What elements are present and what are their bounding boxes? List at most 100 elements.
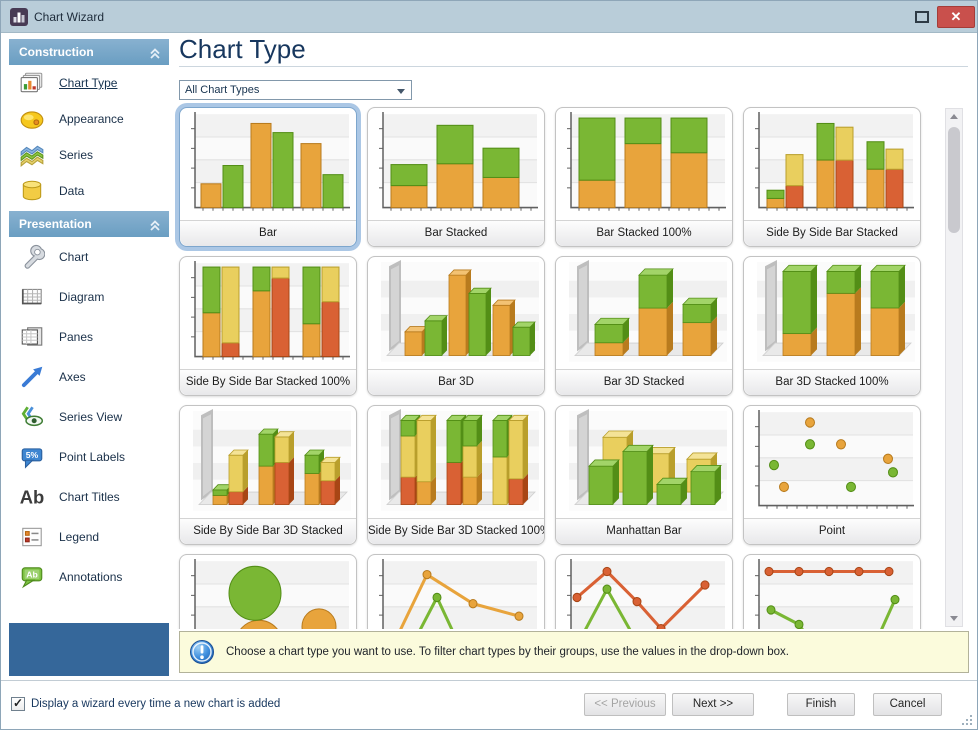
sidebar-item-axes[interactable]: Axes <box>9 357 169 397</box>
chart-type-tile-bar-stacked[interactable]: Bar Stacked <box>367 107 545 247</box>
display-wizard-checkbox-label: Display a wizard every time a new chart … <box>31 698 281 710</box>
panes-icon <box>19 324 45 350</box>
sidebar-item-label: Series <box>59 148 94 162</box>
vertical-scrollbar[interactable] <box>945 108 963 627</box>
diagram-grid-icon <box>19 284 45 310</box>
chart-type-tile-bar-3d-stacked[interactable]: Bar 3D Stacked <box>555 256 733 396</box>
chart-type-tile-sbs-bar-3d-stacked[interactable]: Side By Side Bar 3D Stacked <box>179 405 357 545</box>
sidebar-item-annotations[interactable]: Ab Annotations <box>9 557 169 597</box>
sidebar-item-data[interactable]: Data <box>9 173 169 209</box>
tile-label: Side By Side Bar 3D Stacked 100% <box>368 518 544 544</box>
sidebar-item-label: Legend <box>59 530 100 544</box>
sidebar-item-legend[interactable]: Legend <box>9 517 169 557</box>
sidebar-item-chart-type[interactable]: Chart Type <box>9 65 169 101</box>
sidebar-item-series[interactable]: Series <box>9 137 169 173</box>
section-header-construction[interactable]: Construction <box>9 39 169 65</box>
sidebar-item-label: Series View <box>59 410 123 424</box>
info-bar: Choose a chart type you want to use. To … <box>179 631 969 673</box>
tile-label: Point <box>744 518 920 544</box>
svg-text:Ab: Ab <box>26 570 38 580</box>
sidebar-item-diagram[interactable]: Diagram <box>9 277 169 317</box>
bar-3d-preview-icon <box>371 260 541 368</box>
chart-titles-ab-icon: Ab <box>19 484 45 510</box>
scroll-down-icon[interactable] <box>946 610 962 626</box>
sidebar-item-series-view[interactable]: Series View <box>9 397 169 437</box>
chart-type-tile-sbs-bar-stacked[interactable]: Side By Side Bar Stacked <box>743 107 921 247</box>
point-labels-bubble-icon: 5% <box>19 444 45 470</box>
chart-type-tile-stacked-line[interactable] <box>555 554 733 629</box>
chart-type-tile-bar-3d-stacked-100[interactable]: Bar 3D Stacked 100% <box>743 256 921 396</box>
legend-icon <box>19 524 45 550</box>
chart-type-tile-bar-3d[interactable]: Bar 3D <box>367 256 545 396</box>
cancel-button[interactable]: Cancel <box>873 693 942 716</box>
axes-arrow-icon <box>19 364 45 390</box>
tile-label: Side By Side Bar 3D Stacked <box>180 518 356 544</box>
annotations-bubble-icon: Ab <box>19 564 45 590</box>
sbs-bar-3d-stacked-preview-icon <box>183 409 353 517</box>
heading-separator <box>179 66 968 67</box>
bar-3d-stacked-preview-icon <box>559 260 729 368</box>
sidebar-item-label: Axes <box>59 370 86 384</box>
tile-label: Bar 3D Stacked 100% <box>744 369 920 395</box>
next-button[interactable]: Next >> <box>672 693 754 716</box>
sidebar-item-label: Chart Type <box>59 76 118 90</box>
scroll-up-icon[interactable] <box>946 109 962 125</box>
manhattan-bar-preview-icon <box>559 409 729 517</box>
tile-label: Bar 3D <box>368 369 544 395</box>
sidebar-item-chart-titles[interactable]: Ab Chart Titles <box>9 477 169 517</box>
palette-icon <box>19 106 45 132</box>
info-text: Choose a chart type you want to use. To … <box>226 646 789 658</box>
sidebar-item-label: Chart <box>59 250 89 264</box>
chevron-up-double-icon[interactable] <box>147 216 163 232</box>
scrollbar-thumb[interactable] <box>948 127 960 233</box>
app-chart-icon <box>10 8 28 26</box>
chart-type-tile-sbs-bar-3d-stacked-100[interactable]: Side By Side Bar 3D Stacked 100% <box>367 405 545 545</box>
sidebar-item-chart[interactable]: Chart <box>9 237 169 277</box>
filter-selected-value: All Chart Types <box>185 84 260 96</box>
bar-stacked-preview-icon <box>371 111 541 219</box>
chart-type-tile-stacked-line-100[interactable] <box>743 554 921 629</box>
sidebar-item-label: Panes <box>59 330 94 344</box>
finish-button[interactable]: Finish <box>787 693 855 716</box>
chart-type-tile-line[interactable] <box>367 554 545 629</box>
chart-type-tile-manhattan-bar[interactable]: Manhattan Bar <box>555 405 733 545</box>
svg-text:Ab: Ab <box>20 487 45 508</box>
chart-type-tile-sbs-bar-stacked-100[interactable]: Side By Side Bar Stacked 100% <box>179 256 357 396</box>
page-title: Chart Type <box>179 34 306 64</box>
chart-type-tile-bar-stacked-100[interactable]: Bar Stacked 100% <box>555 107 733 247</box>
point-preview-icon <box>747 409 917 517</box>
chart-type-tile-bar[interactable]: Bar <box>179 107 357 247</box>
previous-button[interactable]: << Previous <box>584 693 666 716</box>
section-header-label: Construction <box>19 45 94 59</box>
chart-type-filter-dropdown[interactable]: All Chart Types <box>179 80 412 100</box>
sidebar-item-point-labels[interactable]: 5% Point Labels <box>9 437 169 477</box>
wrench-icon <box>19 244 46 270</box>
window-title: Chart Wizard <box>34 10 105 24</box>
restore-icon[interactable] <box>915 11 929 23</box>
info-icon <box>189 639 215 665</box>
sidebar-item-panes[interactable]: Panes <box>9 317 169 357</box>
chart-type-tile-bubble[interactable] <box>179 554 357 629</box>
chart-type-list: Bar Bar Stacked Bar Stacked 100% Side By… <box>175 103 941 629</box>
chart-type-icon <box>19 70 45 96</box>
wizard-sidebar: Construction Chart Type Appearance Series Da… <box>9 37 169 597</box>
bar-stacked-100-preview-icon <box>559 111 729 219</box>
section-header-presentation[interactable]: Presentation <box>9 211 169 237</box>
display-wizard-checkbox[interactable] <box>11 696 25 711</box>
sidebar-item-label: Point Labels <box>59 450 126 464</box>
resize-grip[interactable] <box>961 713 973 725</box>
chevron-up-double-icon[interactable] <box>147 44 163 60</box>
tile-label: Bar Stacked <box>368 220 544 246</box>
stacked-line-preview-icon <box>559 558 729 629</box>
tile-label: Bar Stacked 100% <box>556 220 732 246</box>
series-view-eye-icon <box>19 404 45 430</box>
section-header-label: Presentation <box>19 217 92 231</box>
tile-label: Bar 3D Stacked <box>556 369 732 395</box>
sidebar-item-appearance[interactable]: Appearance <box>9 101 169 137</box>
titlebar: Chart Wizard ✕ <box>1 1 977 33</box>
chevron-down-icon <box>397 89 405 94</box>
tile-label: Manhattan Bar <box>556 518 732 544</box>
close-icon[interactable]: ✕ <box>937 6 975 28</box>
chart-type-tile-point[interactable]: Point <box>743 405 921 545</box>
